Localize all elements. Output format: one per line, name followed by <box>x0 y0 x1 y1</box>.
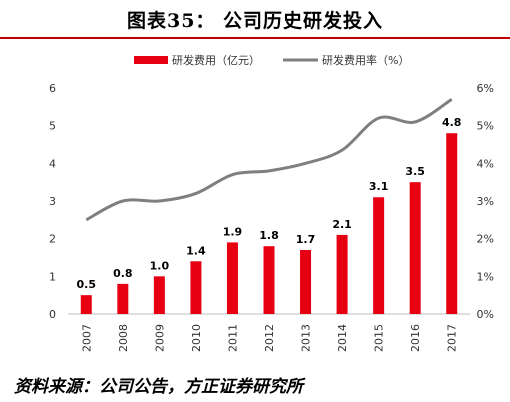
source-note: 资料来源：公司公告，方正证券研究所 <box>14 377 303 397</box>
y-right-tick-label: 1% <box>477 270 494 283</box>
chart: 研发费用（亿元） 研发费用率（%） 0 1 2 3 4 5 6 0% 1% 2% 3% 4% 5% 6% 2… <box>49 53 494 352</box>
legend: 研发费用（亿元） 研发费用率（%） <box>134 53 409 67</box>
y-right-tick-label: 0% <box>477 308 494 321</box>
bar <box>446 133 458 314</box>
bar <box>263 246 275 314</box>
bar-data-label: 1.4 <box>186 244 206 257</box>
bar <box>80 295 92 314</box>
y-left-tick-label: 3 <box>49 195 56 208</box>
bar-data-label: 1.9 <box>223 225 243 238</box>
bar <box>153 276 165 314</box>
x-tick-label: 2012 <box>263 324 276 352</box>
y-left-tick-label: 5 <box>49 120 56 133</box>
y-left-tick-label: 6 <box>49 82 56 95</box>
axes: 0 1 2 3 4 5 6 0% 1% 2% 3% 4% 5% 6% 2007 2008 2009 2010 201… <box>49 82 494 352</box>
legend-label-line: 研发费用率（%） <box>322 53 409 67</box>
y-right-tick-label: 2% <box>477 233 494 246</box>
y-right-tick-label: 5% <box>477 120 494 133</box>
bar <box>300 249 312 314</box>
x-tick-label: 2014 <box>336 324 349 352</box>
bar-data-label: 0.5 <box>77 278 97 291</box>
bar <box>226 242 238 314</box>
chart-title: 图表35： 公司历史研发投入 <box>126 10 384 32</box>
x-tick-label: 2010 <box>190 324 203 352</box>
x-tick-label: 2008 <box>117 324 130 352</box>
bar-data-label: 1.8 <box>259 229 279 242</box>
bar-data-label: 2.1 <box>332 218 352 231</box>
x-tick-label: 2015 <box>373 324 386 352</box>
bar <box>373 197 385 314</box>
y-right-tick-label: 6% <box>477 82 494 95</box>
line-series-path <box>85 98 453 222</box>
bar <box>117 283 129 314</box>
y-left-tick-label: 0 <box>49 308 56 321</box>
bar <box>190 261 202 314</box>
legend-swatch-bar <box>134 56 168 64</box>
bar-series: 0.5 0.8 1.0 1.4 1.9 1.8 1.7 2.1 3.1 3.5 4.8 <box>77 116 462 314</box>
bar <box>409 182 421 314</box>
x-tick-label: 2007 <box>80 324 93 352</box>
x-tick-label: 2011 <box>226 324 239 352</box>
y-left-tick-label: 1 <box>49 270 56 283</box>
x-tick-label: 2009 <box>153 324 166 352</box>
bar-data-label: 4.8 <box>442 116 462 129</box>
bar-data-label: 0.8 <box>113 267 133 280</box>
x-tick-label: 2017 <box>446 324 459 352</box>
bar-data-label: 3.5 <box>405 165 425 178</box>
bar <box>336 234 348 314</box>
x-tick-label: 2013 <box>300 324 313 352</box>
line-series <box>85 98 453 222</box>
y-left-tick-label: 2 <box>49 233 56 246</box>
x-tick-label: 2016 <box>409 324 422 352</box>
bar-data-label: 1.0 <box>150 259 170 272</box>
y-right-tick-label: 3% <box>477 195 494 208</box>
y-left-tick-label: 4 <box>49 157 56 170</box>
legend-label-bar: 研发费用（亿元） <box>172 53 260 67</box>
title-divider <box>0 37 510 39</box>
bar-data-label: 1.7 <box>296 233 316 246</box>
y-right-tick-label: 4% <box>477 157 494 170</box>
bar-data-label: 3.1 <box>369 180 389 193</box>
